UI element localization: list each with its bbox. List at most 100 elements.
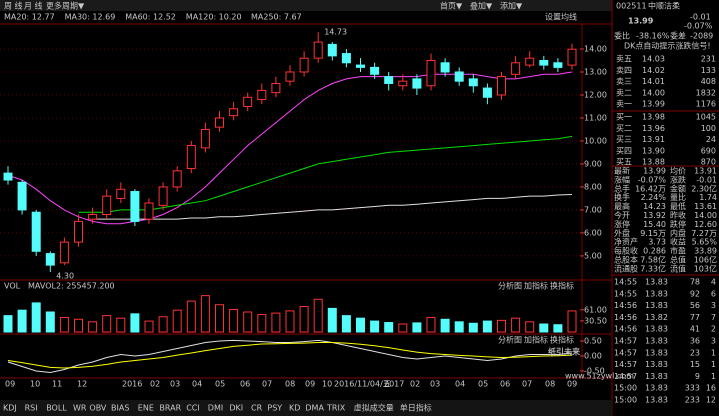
toolbar-button[interactable]: 周 线 (4, 1, 23, 11)
indicator-tab[interactable]: TRIX (326, 404, 346, 413)
stat-value: -0.07% (638, 175, 667, 184)
toolbar-button[interactable]: 更多周期▼ (46, 1, 85, 11)
x-axis-label: 06 (240, 380, 250, 389)
stat-label: 最高 (614, 201, 630, 211)
order-label: 卖三 (616, 77, 632, 86)
tick-volume: 9 (695, 372, 700, 381)
volume-bar (341, 315, 351, 333)
ma-legend: MA120: 10.20 (186, 13, 242, 22)
tick-volume: 56 (690, 301, 700, 310)
toolbar-button[interactable]: 月 线 (24, 1, 43, 11)
x-axis-label: 11 (52, 380, 62, 389)
x-axis-label: 2016/11/04/五 (334, 380, 391, 389)
order-label: 买一 (616, 113, 632, 122)
indicator-tab[interactable]: BIAS (111, 404, 129, 413)
volume-bar (285, 310, 295, 333)
tick-time: 14:56 (614, 301, 637, 310)
indicator-tab[interactable]: ENE (138, 404, 154, 413)
toolbar-button[interactable]: 首页▼ (440, 1, 463, 11)
toolbar-button[interactable]: 叠加▼ (470, 1, 493, 11)
tick-count: 7 (711, 313, 716, 322)
candle-body (398, 80, 408, 87)
stat-label: 昨收 (670, 210, 686, 220)
ma-setting-button[interactable]: 设置均线 (545, 12, 577, 22)
x-axis-label: 02 (410, 380, 420, 389)
x-axis-label: 03 (430, 380, 440, 389)
stat-value: 14.23 (643, 202, 666, 211)
stat-value: 7.33亿 (640, 263, 666, 273)
y-tick-label: 11.00 (584, 113, 607, 122)
toolbar-button[interactable]: 添加▼ (500, 1, 523, 11)
indicator-tab[interactable]: BOLL (46, 404, 67, 413)
indicator-tab[interactable]: KD (289, 404, 300, 413)
stat-label: 内盘 (670, 228, 686, 238)
volume-bar (130, 313, 140, 333)
indicator-tab[interactable]: OBV (89, 404, 107, 413)
order-label: 买四 (616, 146, 632, 155)
stat-label: 金额 (670, 183, 686, 193)
indicator-tab[interactable]: RSI (25, 404, 38, 413)
candle-body (511, 62, 521, 75)
panel-button[interactable]: 分析图 (498, 335, 522, 345)
y-tick-label: 12.00 (584, 90, 607, 99)
stat-value: 5.65% (692, 238, 718, 247)
stock-code: 002511 (616, 2, 647, 11)
candle-body (257, 89, 267, 101)
tick-time: 14:57 (614, 348, 637, 357)
indicator-tab[interactable]: DMI (208, 404, 223, 413)
tick-price: 13.83 (645, 337, 668, 346)
indicator-tab[interactable]: DKI (229, 404, 243, 413)
candle-body (299, 57, 309, 73)
stat-label: 收益 (670, 237, 686, 247)
order-volume: 690 (701, 146, 716, 155)
volume-bar (271, 312, 281, 333)
x-axis-label: 2016 (122, 380, 142, 389)
volume-bar (468, 322, 478, 333)
candle-body (468, 78, 478, 87)
stat-label: 最新 (614, 166, 630, 176)
tick-price: 13.83 (645, 360, 668, 369)
x-axis-label: 04 (192, 380, 202, 389)
stat-value: 13.91 (694, 167, 717, 176)
indicator-tab[interactable]: DMA (305, 404, 324, 413)
panel-button[interactable]: 加指标 (524, 281, 548, 291)
order-price: 14.01 (642, 77, 665, 86)
indicator-tab[interactable]: PSY (267, 404, 282, 413)
panel-button[interactable]: 换指标 (550, 335, 574, 345)
volume-bar (243, 311, 253, 333)
x-axis-label: 02 (150, 380, 160, 389)
y-tick-label: 30.50 (584, 316, 607, 325)
indicator-tab[interactable]: KDJ (3, 404, 17, 413)
ma-legend: MA30: 12.69 (65, 13, 116, 22)
indicator-tab[interactable]: CR (251, 404, 263, 413)
volume-bar (45, 311, 55, 333)
tick-price: 13.83 (645, 384, 668, 393)
stat-value: 14.00 (694, 211, 717, 220)
stat-label: 均价 (670, 166, 686, 176)
tick-volume: 77 (690, 313, 700, 322)
panel-button[interactable]: 加指标 (524, 335, 548, 345)
y-tick-label: 5.00 (584, 251, 602, 260)
indicator-tab[interactable]: CCI (186, 404, 200, 413)
stat-value: 0.286 (643, 247, 666, 256)
x-axis-label: 2017 (384, 380, 404, 389)
candle-body (172, 170, 182, 188)
indicator-tab[interactable]: 虚拟成交量 (354, 403, 394, 413)
candle-body (158, 186, 168, 206)
order-volume: 133 (701, 66, 716, 75)
volume-bar (412, 322, 422, 333)
tick-count: 1 (711, 348, 716, 357)
volume-bar (398, 323, 408, 333)
indicator-tab[interactable]: 单日指标 (400, 403, 432, 413)
x-axis-label: 10 (322, 380, 332, 389)
y-tick-label: 6.00 (584, 228, 602, 237)
panel-button[interactable]: 分析图 (498, 281, 522, 291)
order-label: 卖五 (616, 55, 632, 64)
stat-value: 9.15万 (640, 229, 666, 238)
x-axis-label: 07 (262, 380, 272, 389)
indicator-tab[interactable]: BRAR (159, 404, 181, 413)
price-change-pct: -0.07% (684, 22, 713, 31)
panel-title: VOL (4, 282, 21, 291)
indicator-tab[interactable]: WR (73, 404, 87, 413)
panel-button[interactable]: 换指标 (550, 281, 574, 291)
